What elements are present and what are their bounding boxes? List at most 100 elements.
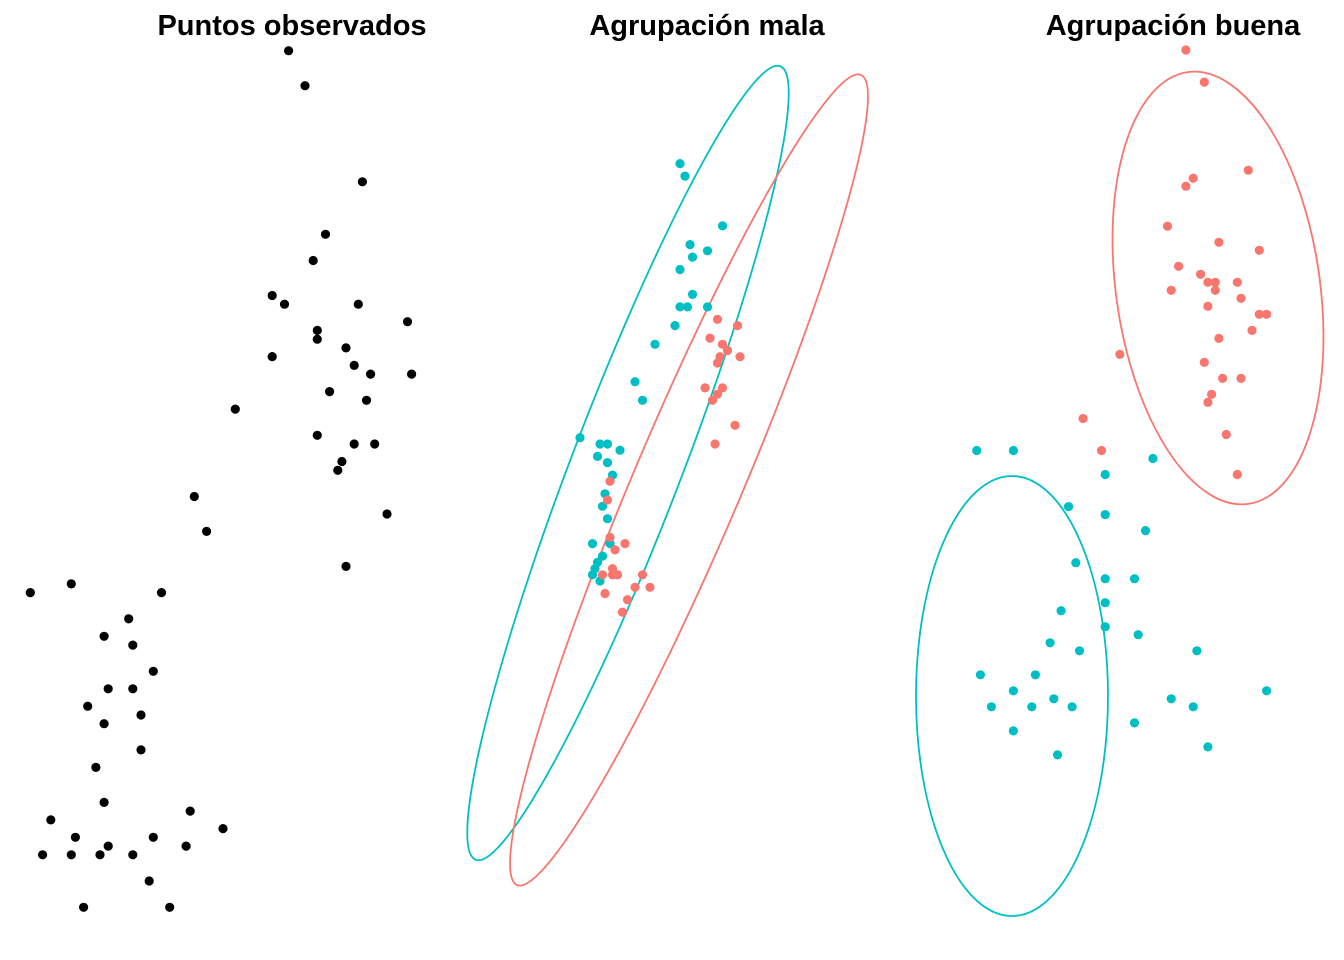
point-1-1-24 — [333, 465, 343, 475]
point-3-2-15 — [1210, 285, 1220, 295]
point-3-2-25 — [1236, 373, 1246, 383]
point-1-1-12 — [341, 343, 351, 353]
point-3-1-26 — [1027, 702, 1037, 712]
point-2-2-19 — [610, 545, 620, 555]
point-3-1-13 — [1100, 622, 1110, 632]
point-1-1-57 — [165, 902, 175, 912]
point-2-2-18 — [620, 539, 630, 549]
point-2-1-18 — [615, 445, 625, 455]
point-3-1-19 — [1030, 670, 1040, 680]
point-2-2-4 — [717, 339, 728, 349]
point-3-2-6 — [1162, 221, 1173, 231]
point-2-1-28 — [597, 551, 608, 561]
point-2-1-20 — [592, 451, 603, 461]
point-2-1-31 — [590, 564, 600, 574]
point-1-1-56 — [79, 902, 89, 912]
point-2-1-7 — [675, 264, 685, 275]
point-1-1-25 — [189, 491, 199, 502]
point-3-1-25 — [1067, 702, 1077, 712]
point-3-2-29 — [1221, 429, 1231, 440]
point-3-2-17 — [1236, 293, 1246, 303]
point-2-1-1 — [675, 159, 685, 169]
point-3-2-20 — [1214, 333, 1224, 343]
point-2-1-12 — [670, 321, 680, 331]
point-2-2-10 — [717, 383, 728, 393]
point-2-2-21 — [597, 570, 608, 580]
panel-title-2: Agrupación mala — [589, 10, 825, 42]
point-2-1-21 — [602, 458, 613, 468]
point-1-1-3 — [357, 177, 367, 187]
point-3-2-4 — [1188, 173, 1198, 183]
point-2-2-24 — [637, 570, 648, 580]
point-1-1-8 — [353, 299, 363, 309]
point-1-1-2 — [300, 81, 310, 91]
point-3-2-26 — [1207, 389, 1217, 399]
point-1-1-31 — [156, 588, 167, 598]
point-2-2-3 — [705, 333, 715, 343]
cluster-ellipse-red — [1111, 70, 1325, 506]
point-3-2-14 — [1166, 285, 1176, 295]
point-1-1-37 — [83, 701, 93, 711]
point-2-2-12 — [712, 389, 723, 399]
cluster-ellipse-cyan — [466, 64, 790, 862]
point-2-1-2 — [680, 171, 690, 181]
point-3-1-15 — [1045, 638, 1055, 648]
panel-agrupacion-buena: Agrupación buena — [915, 10, 1325, 917]
point-3-2-13 — [1210, 277, 1220, 287]
point-3-1-21 — [1262, 686, 1272, 696]
point-2-2-13 — [730, 420, 740, 430]
point-3-2-3 — [1243, 165, 1253, 175]
point-3-1-18 — [975, 670, 986, 680]
point-2-2-28 — [622, 595, 633, 605]
point-3-1-11 — [1100, 598, 1110, 608]
point-2-1-13 — [650, 339, 660, 349]
point-3-2-23 — [1199, 357, 1209, 367]
point-1-1-32 — [124, 614, 134, 624]
point-2-2-25 — [645, 582, 655, 592]
point-1-1-19 — [230, 404, 240, 414]
point-1-1-20 — [312, 430, 322, 440]
point-3-2-12 — [1203, 277, 1213, 287]
point-2-2-9 — [700, 383, 710, 393]
point-3-1-22 — [1049, 694, 1059, 704]
points-layer-1 — [25, 46, 417, 912]
point-2-2-23 — [612, 570, 623, 580]
point-1-1-5 — [308, 255, 318, 266]
point-2-1-6 — [687, 252, 698, 262]
point-3-1-2 — [1008, 445, 1019, 456]
point-2-2-26 — [630, 582, 640, 592]
point-1-1-44 — [46, 815, 56, 825]
point-1-1-39 — [136, 710, 146, 720]
point-1-1-27 — [202, 526, 212, 537]
point-2-2-15 — [605, 476, 615, 486]
point-1-1-38 — [128, 684, 138, 694]
point-3-2-11 — [1232, 277, 1242, 287]
point-3-2-2 — [1199, 77, 1209, 87]
point-2-1-8 — [675, 302, 685, 312]
point-1-1-29 — [66, 579, 76, 589]
point-2-2-29 — [617, 607, 628, 617]
point-1-1-34 — [128, 640, 138, 650]
point-1-1-26 — [382, 509, 392, 519]
point-2-1-24 — [597, 501, 608, 511]
point-1-1-13 — [267, 352, 277, 362]
panel-agrupacion-mala: Agrupación mala — [466, 10, 869, 887]
point-3-2-7 — [1214, 237, 1224, 247]
point-3-2-30 — [1096, 445, 1107, 456]
point-2-2-11 — [707, 395, 718, 405]
point-2-2-17 — [605, 532, 615, 543]
point-3-2-22 — [1115, 349, 1125, 359]
point-1-1-47 — [70, 832, 80, 842]
point-3-1-3 — [1148, 453, 1158, 464]
point-2-1-27 — [587, 539, 598, 549]
point-1-1-55 — [144, 876, 154, 886]
point-1-1-10 — [312, 325, 322, 335]
cluster-ellipse-cyan — [915, 475, 1109, 917]
point-2-1-3 — [717, 221, 728, 231]
point-3-2-19 — [1262, 309, 1272, 319]
point-1-1-21 — [370, 439, 380, 449]
point-3-1-6 — [1100, 509, 1110, 520]
point-1-1-1 — [284, 46, 294, 56]
panel-title-1: Puntos observados — [157, 10, 426, 42]
point-3-1-24 — [1188, 702, 1198, 712]
